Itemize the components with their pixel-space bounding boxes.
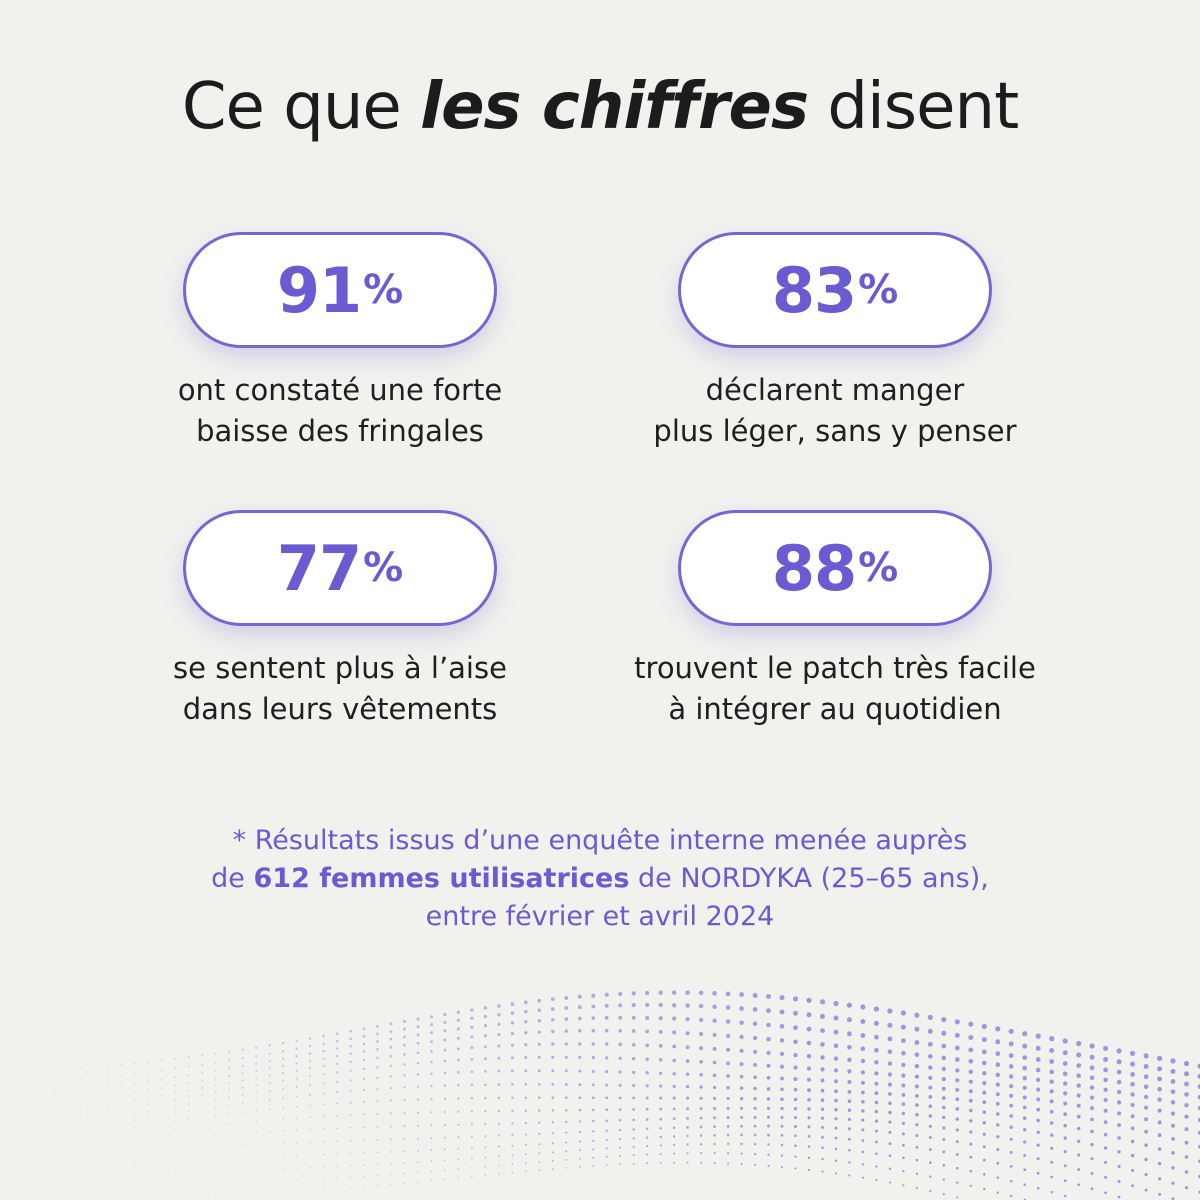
headline-emphasis: les chiffres (420, 70, 809, 144)
stat-description-line: baisse des fringales (196, 414, 484, 448)
headline: Ce que les chiffres disent (0, 70, 1200, 144)
headline-suffix: disent (827, 70, 1019, 144)
stat-description-line: plus léger, sans y penser (653, 414, 1017, 448)
stat-value: 77 (276, 531, 362, 605)
stat-unit: % (363, 545, 404, 591)
stat-card: 83% déclarent manger plus léger, sans y … (605, 232, 1065, 452)
stat-description: ont constaté une forte baisse des fringa… (110, 370, 570, 452)
stat-description-line: à intégrer au quotidien (668, 692, 1002, 726)
stat-pill: 88% (678, 510, 992, 626)
stat-pill: 83% (678, 232, 992, 348)
stat-value: 88 (771, 531, 857, 605)
footnote-line: entre février et avril 2024 (425, 901, 775, 932)
stat-description: se sentent plus à l’aise dans leurs vête… (110, 648, 570, 730)
stat-description: trouvent le patch très facile à intégrer… (605, 648, 1065, 730)
stat-description-line: trouvent le patch très facile (634, 651, 1036, 685)
stat-unit: % (858, 545, 899, 591)
stat-card: 91% ont constaté une forte baisse des fr… (110, 232, 570, 452)
stat-unit: % (858, 267, 899, 313)
stat-card: 77% se sentent plus à l’aise dans leurs … (110, 510, 570, 730)
stat-description-line: ont constaté une forte (177, 373, 503, 407)
footnote-highlight: 612 femmes utilisatrices (253, 863, 630, 894)
stat-description-line: dans leurs vêtements (182, 692, 498, 726)
stat-pill: 91% (183, 232, 497, 348)
stat-description-line: se sentent plus à l’aise (173, 651, 507, 685)
dotted-wave-decoration (0, 990, 1200, 1200)
footnote-line: * Résultats issus d’une enquête interne … (232, 825, 968, 856)
stat-pill: 77% (183, 510, 497, 626)
stat-value: 91 (276, 253, 362, 327)
stat-description-line: déclarent manger (705, 373, 965, 407)
footnote: * Résultats issus d’une enquête interne … (0, 822, 1200, 936)
stat-value: 83 (771, 253, 857, 327)
stat-description: déclarent manger plus léger, sans y pens… (605, 370, 1065, 452)
footnote-line: de 612 femmes utilisatrices de NORDYKA (… (0, 860, 1200, 898)
stat-unit: % (363, 267, 404, 313)
footnote-text: de NORDYKA (25–65 ans), (638, 863, 989, 894)
headline-prefix: Ce que (181, 70, 402, 144)
stat-card: 88% trouvent le patch très facile à inté… (605, 510, 1065, 730)
footnote-text: de (211, 863, 245, 894)
